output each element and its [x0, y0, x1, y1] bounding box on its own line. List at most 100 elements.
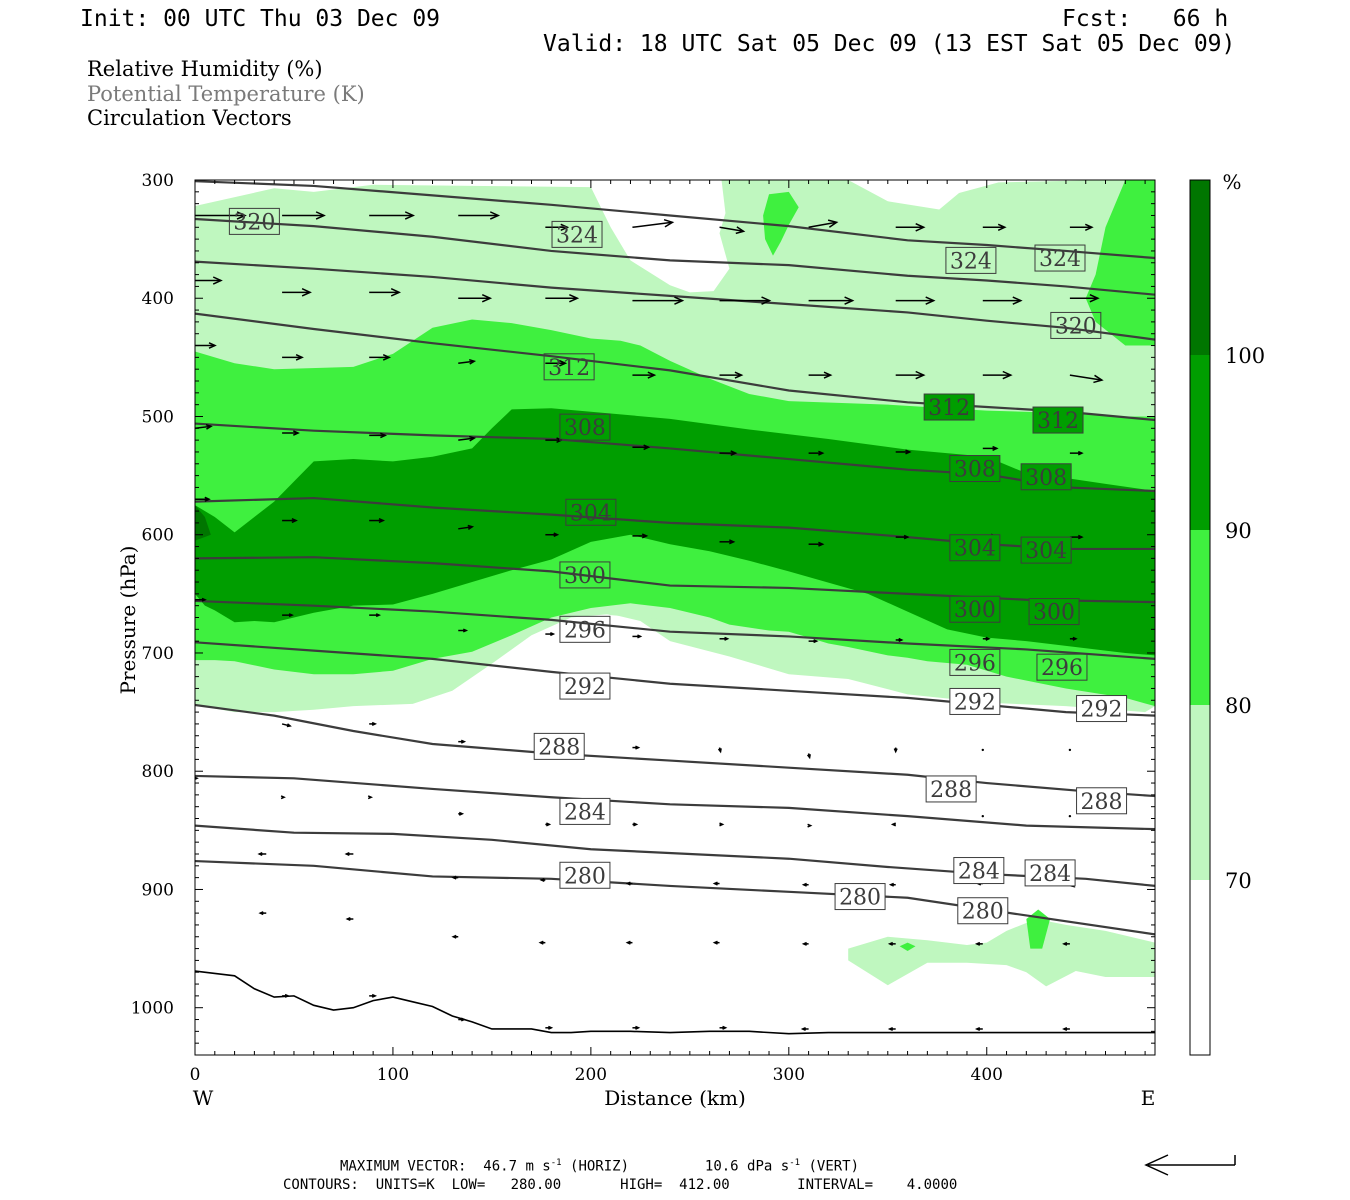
circulation-vector: [890, 822, 897, 827]
contour-label-text: 308: [954, 458, 996, 483]
circulation-vector: [545, 1025, 554, 1030]
contour-label-text: 284: [1029, 862, 1071, 887]
max-vector-vert-exp: -1: [789, 1158, 801, 1168]
contour-label: 296: [1036, 653, 1088, 681]
forecast-hour: Fcst: 66 h: [1062, 6, 1229, 32]
y-tick-label: 900: [142, 880, 174, 900]
circulation-vector: [808, 219, 839, 229]
circulation-vector: [545, 532, 560, 538]
colorbar-label-80: 80: [1225, 694, 1252, 718]
contour-label-text: 304: [570, 501, 612, 526]
contour-label: 296: [949, 648, 1001, 676]
circulation-vector: [719, 226, 746, 235]
contour-label: 292: [949, 687, 1001, 715]
circulation-vector: [808, 639, 819, 644]
y-tick-label: 800: [142, 762, 174, 782]
circulation-vector: [895, 534, 910, 540]
circulation-vector: [888, 882, 896, 887]
circulation-vector: [369, 432, 388, 439]
circulation-vector: [719, 822, 725, 827]
contour-label-text: 296: [954, 651, 996, 676]
circulation-vector: [451, 875, 459, 880]
circulation-vector: [258, 911, 267, 916]
y-tick-label: 700: [142, 644, 174, 664]
circulation-vector: [1068, 748, 1072, 752]
contour-label: 300: [1028, 598, 1080, 626]
circulation-vector: [632, 371, 657, 379]
max-vector-horiz-exp: -1: [550, 1158, 562, 1168]
contour-label-text: 308: [564, 416, 606, 441]
circulation-vector: [800, 1026, 809, 1032]
contour-label: 300: [949, 595, 1001, 623]
colorbar-swatch-90: [1190, 355, 1210, 530]
contour-label-text: 292: [564, 675, 606, 700]
circulation-vector: [974, 1026, 983, 1032]
contour-label: 304: [1020, 536, 1072, 564]
circulation-vector: [982, 296, 1023, 305]
max-vector-vert: 10.6 dPa s: [704, 1158, 790, 1175]
circulation-vector: [195, 276, 223, 285]
circulation-vector: [195, 597, 207, 602]
terrain-layer: [195, 970, 1155, 1035]
max-vector-horiz-tag: (HORIZ): [570, 1158, 630, 1175]
contour-label-text: 304: [954, 537, 996, 562]
circulation-vector: [895, 223, 926, 232]
circulation-vector: [801, 941, 809, 946]
contour-label-text: 280: [962, 900, 1004, 925]
contour-label: 320: [228, 207, 280, 235]
init-time: Init: 00 UTC Thu 03 Dec 09: [80, 6, 441, 32]
circulation-vector: [458, 211, 501, 220]
circulation-vector: [539, 877, 546, 883]
colorbar-label-70: 70: [1225, 869, 1252, 893]
circulation-vector: [632, 296, 685, 305]
circulation-vector: [545, 223, 570, 231]
circulation-vector: [1069, 450, 1084, 456]
contour-label-text: 280: [564, 864, 606, 889]
contour-label-text: 300: [564, 564, 606, 589]
circulation-vector: [1062, 1026, 1070, 1032]
contour-label-text: 304: [1025, 539, 1067, 564]
legend-vectors: Circulation Vectors: [87, 106, 292, 130]
contour-label: 324: [945, 246, 997, 274]
circulation-vector: [538, 940, 546, 945]
contour-label: 280: [834, 883, 886, 911]
contour-label: 324: [551, 220, 603, 248]
circulation-vector: [801, 882, 809, 887]
circulation-vector: [719, 539, 736, 545]
circulation-vector: [282, 517, 298, 524]
colorbar-swatch-100: [1190, 180, 1210, 355]
circulation-vector: [282, 353, 304, 361]
rh-region-80: [1026, 909, 1051, 949]
contour-label-text: 288: [930, 778, 972, 803]
circulation-vector: [632, 822, 639, 827]
circulation-vector: [981, 814, 984, 818]
contour-label-text: 320: [233, 210, 275, 235]
contour-label: 284: [1024, 859, 1076, 887]
contour-label: 288: [1076, 787, 1128, 815]
reference-vector-icon: [1144, 1154, 1236, 1176]
circulation-vector: [369, 288, 402, 297]
circulation-vector: [712, 881, 720, 886]
x-tick-label: 200: [575, 1065, 607, 1085]
contour-info: CONTOURS: UNITS=K LOW= 280.00 HIGH= 412.…: [283, 1177, 958, 1193]
contour-label: 288: [925, 775, 977, 803]
colorbar-swatch-70: [1190, 705, 1210, 880]
circulation-vector: [369, 353, 392, 361]
circulation-vector: [458, 811, 465, 816]
contour-label: 296: [559, 615, 611, 643]
contour-label: 324: [1034, 244, 1086, 272]
circulation-vector: [887, 1026, 896, 1032]
colorbar-frame: [1189, 179, 1211, 1056]
rh-region-70: [848, 919, 1155, 987]
circulation-vector: [719, 371, 744, 379]
colorbar-unit: %: [1222, 170, 1241, 194]
circulation-vector: [974, 941, 983, 946]
circulation-vector: [545, 822, 552, 827]
circulation-vector: [982, 370, 1013, 380]
x-tick-label: 0: [190, 1065, 201, 1085]
contour-label: 312: [543, 353, 595, 381]
circulation-vector: [369, 613, 382, 618]
circulation-vector: [458, 359, 477, 365]
circulation-vector: [717, 747, 722, 754]
